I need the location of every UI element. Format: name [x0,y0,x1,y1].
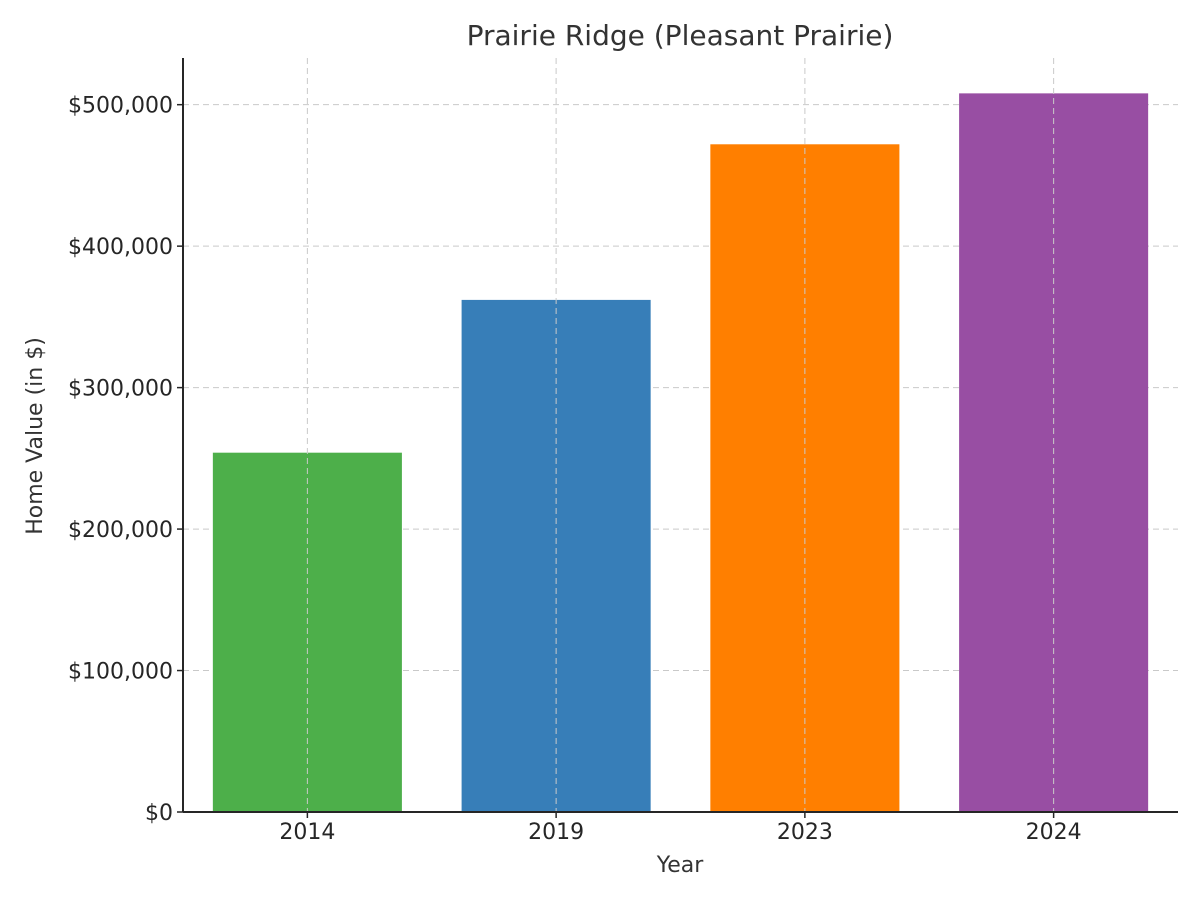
x-tick-label: 2019 [528,820,584,845]
y-tick-label: $300,000 [68,377,173,402]
bars-layer [212,58,1149,813]
y-tick-label: $100,000 [68,660,173,685]
x-axis-label: Year [656,853,705,878]
y-tick-label: $200,000 [68,518,173,543]
x-tick-label: 2024 [1026,820,1082,845]
bar-2019 [461,299,651,812]
axes-layer [182,58,1178,813]
y-tick-label: $400,000 [68,235,173,260]
x-tick-label: 2014 [279,820,335,845]
ticks-layer: $0 $100,000 $200,000 $300,000 $400,000 $500,0… [68,94,1082,845]
chart-title: Prairie Ridge (Pleasant Prairie) [467,19,894,52]
y-tick-label: $500,000 [68,94,173,119]
y-axis-label: Home Value (in $) [23,337,48,535]
x-tick-label: 2023 [777,820,833,845]
y-tick-label: $0 [145,801,173,826]
